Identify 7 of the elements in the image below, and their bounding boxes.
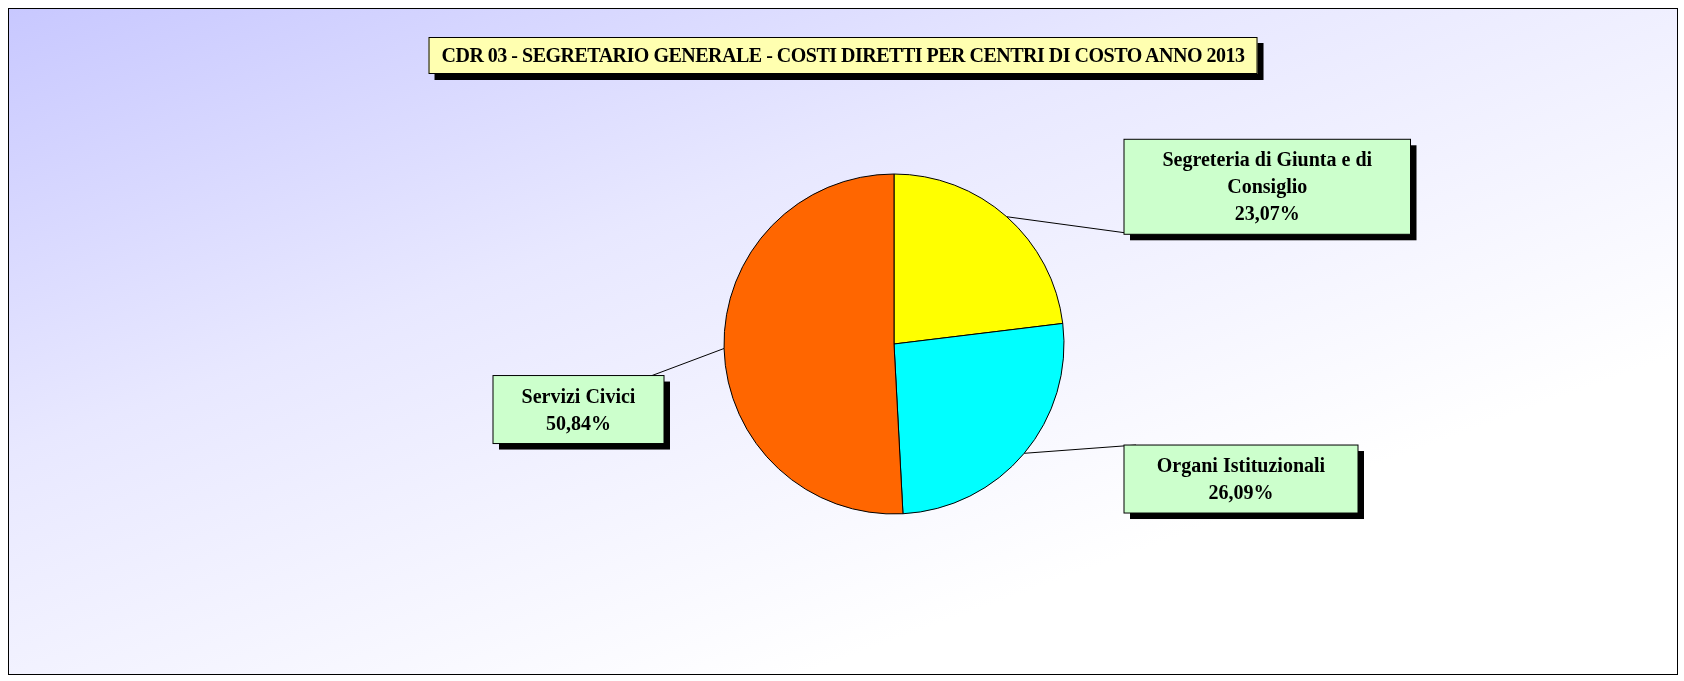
data-label: 26,09% bbox=[1208, 481, 1274, 504]
data-label: 50,84% bbox=[546, 411, 611, 434]
chart-title: CDR 03 - SEGRETARIO GENERALE - COSTI DIRETTI PER CENTRI DI COSTO ANNO 2013 bbox=[428, 37, 1258, 74]
data-label: 23,07% bbox=[1234, 202, 1300, 225]
slice-label: Organi Istituzionali bbox=[1156, 454, 1326, 478]
slice-label: Segreteria di Giunta e di Consiglio bbox=[1162, 148, 1373, 199]
slice-label: Servizi Civici bbox=[521, 384, 636, 407]
